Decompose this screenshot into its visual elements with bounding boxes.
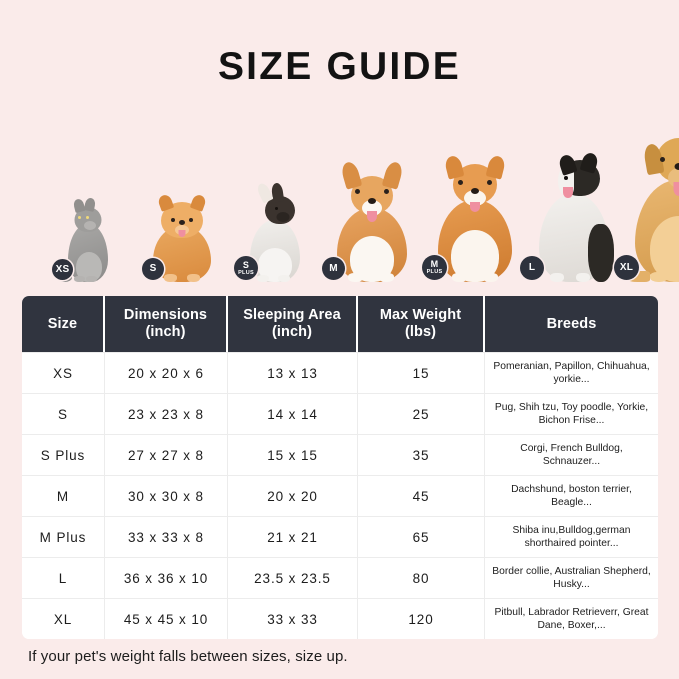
cell-breeds: Border collie, Australian Shepherd, Husk…	[492, 566, 651, 590]
badge-xs: XS	[52, 259, 73, 280]
cell-breeds: Pug, Shih tzu, Toy poodle, Yorkie, Bicho…	[494, 402, 649, 426]
header-breeds: Breeds	[485, 296, 658, 352]
pet-xs: XS	[52, 197, 118, 282]
footer-note: If your pet's weight falls between sizes…	[28, 648, 348, 665]
cell-max-weight: 15	[358, 353, 485, 393]
header-sleeping-area-label: Sleeping Area	[243, 307, 341, 323]
cell-sleeping-area: 15 x 15	[228, 435, 358, 475]
cell-breeds: Dachshund, boston terrier, Beagle...	[511, 484, 632, 508]
header-max-weight: Max Weight (lbs)	[358, 296, 485, 352]
pet-m-plus: M PLUS	[422, 150, 528, 282]
badge-label: L	[528, 262, 536, 273]
table-row: M Plus 33 x 33 x 8 21 x 21 65 Shiba inu,…	[22, 516, 658, 557]
gray-cat-icon	[58, 197, 112, 282]
cell-dimensions: 27 x 27 x 8	[105, 435, 228, 475]
pet-s-plus: S PLUS	[234, 176, 316, 282]
cell-size: XS	[22, 353, 105, 393]
header-max-weight-label: Max Weight	[379, 307, 462, 323]
table-row: L 36 x 36 x 10 23.5 x 23.5 80 Border col…	[22, 557, 658, 598]
size-guide-table: Size Dimensions (inch) Sleeping Area (in…	[22, 296, 658, 639]
table-header-row: Size Dimensions (inch) Sleeping Area (in…	[22, 296, 658, 352]
header-breeds-label: Breeds	[546, 315, 597, 332]
french-bulldog-icon	[242, 176, 308, 282]
badge-label: S	[242, 259, 250, 270]
cell-max-weight: 25	[358, 394, 485, 434]
table-row: M 30 x 30 x 8 20 x 20 45 Dachshund, bost…	[22, 475, 658, 516]
pet-s: S	[142, 193, 222, 282]
cell-breeds: Shiba inu,Bulldog,german shorthaired poi…	[512, 525, 631, 549]
cell-dimensions: 20 x 20 x 6	[105, 353, 228, 393]
corgi-icon	[329, 160, 415, 282]
badge-sublabel: PLUS	[238, 269, 254, 276]
cell-size: S	[22, 394, 105, 434]
cell-max-weight: 65	[358, 517, 485, 557]
header-sleeping-area-unit: (inch)	[271, 324, 313, 340]
cell-breeds: Corgi, French Bulldog, Schnauzer...	[520, 443, 623, 467]
badge-label: XS	[55, 263, 70, 275]
badge-label: M	[329, 262, 338, 274]
cell-size: S Plus	[22, 435, 105, 475]
badge-label: S	[149, 263, 157, 274]
badge-m-plus: M PLUS	[422, 255, 447, 280]
cell-max-weight: 80	[358, 558, 485, 598]
cell-dimensions: 45 x 45 x 10	[105, 599, 228, 639]
table-row: XS 20 x 20 x 6 13 x 13 15 Pomeranian, Pa…	[22, 352, 658, 393]
cell-breeds: Pitbull, Labrador Retrieverr, Great Dane…	[494, 607, 649, 631]
pet-l: L	[520, 146, 628, 282]
header-max-weight-unit: (lbs)	[404, 324, 437, 340]
cell-size: M Plus	[22, 517, 105, 557]
cell-max-weight: 45	[358, 476, 485, 516]
table-row: S Plus 27 x 27 x 8 15 x 15 35 Corgi, Fre…	[22, 434, 658, 475]
header-dimensions: Dimensions (inch)	[105, 296, 228, 352]
cell-size: XL	[22, 599, 105, 639]
badge-label: XL	[619, 261, 634, 273]
cell-size: L	[22, 558, 105, 598]
badge-s-plus: S PLUS	[234, 256, 258, 280]
pet-xl: XL	[614, 132, 679, 282]
cell-breeds: Pomeranian, Papillon, Chihuahua, yorkie.…	[493, 361, 650, 385]
cell-max-weight: 35	[358, 435, 485, 475]
header-sleeping-area: Sleeping Area (inch)	[228, 296, 358, 352]
cell-dimensions: 33 x 33 x 8	[105, 517, 228, 557]
table-row: XL 45 x 45 x 10 33 x 33 120 Pitbull, Lab…	[22, 598, 658, 639]
header-size: Size	[22, 296, 105, 352]
cell-sleeping-area: 13 x 13	[228, 353, 358, 393]
cell-size: M	[22, 476, 105, 516]
golden-retriever-icon	[624, 132, 679, 282]
badge-xl: XL	[614, 255, 639, 280]
header-size-label: Size	[47, 315, 78, 332]
badge-s: S	[142, 258, 164, 280]
border-collie-icon	[528, 146, 620, 282]
cell-sleeping-area: 33 x 33	[228, 599, 358, 639]
cell-dimensions: 30 x 30 x 8	[105, 476, 228, 516]
table-row: S 23 x 23 x 8 14 x 14 25 Pug, Shih tzu, …	[22, 393, 658, 434]
cell-dimensions: 36 x 36 x 10	[105, 558, 228, 598]
cell-dimensions: 23 x 23 x 8	[105, 394, 228, 434]
badge-m: M	[322, 257, 345, 280]
cell-max-weight: 120	[358, 599, 485, 639]
pet-m: M	[322, 160, 422, 282]
shiba-inu-icon	[430, 150, 520, 282]
cell-sleeping-area: 23.5 x 23.5	[228, 558, 358, 598]
cell-sleeping-area: 14 x 14	[228, 394, 358, 434]
cell-sleeping-area: 20 x 20	[228, 476, 358, 516]
pet-size-illustrations: XS S	[22, 132, 679, 282]
header-dimensions-unit: (inch)	[145, 324, 186, 340]
cell-sleeping-area: 21 x 21	[228, 517, 358, 557]
badge-l: L	[520, 256, 544, 280]
badge-label: M	[430, 259, 439, 269]
badge-sublabel: PLUS	[426, 269, 443, 275]
page-title: SIZE GUIDE	[217, 45, 462, 88]
header-dimensions-label: Dimensions	[123, 307, 208, 323]
